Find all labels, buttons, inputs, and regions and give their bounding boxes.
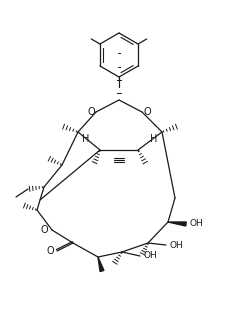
Text: OH: OH <box>189 219 203 229</box>
Polygon shape <box>98 257 104 272</box>
Text: O: O <box>40 225 48 235</box>
Text: O: O <box>143 107 151 117</box>
Text: O: O <box>46 246 54 256</box>
Text: O: O <box>87 107 95 117</box>
Text: H: H <box>82 134 90 144</box>
Text: OH: OH <box>169 241 183 249</box>
Polygon shape <box>168 222 186 226</box>
Text: H: H <box>150 134 158 144</box>
Text: OH: OH <box>143 251 157 261</box>
